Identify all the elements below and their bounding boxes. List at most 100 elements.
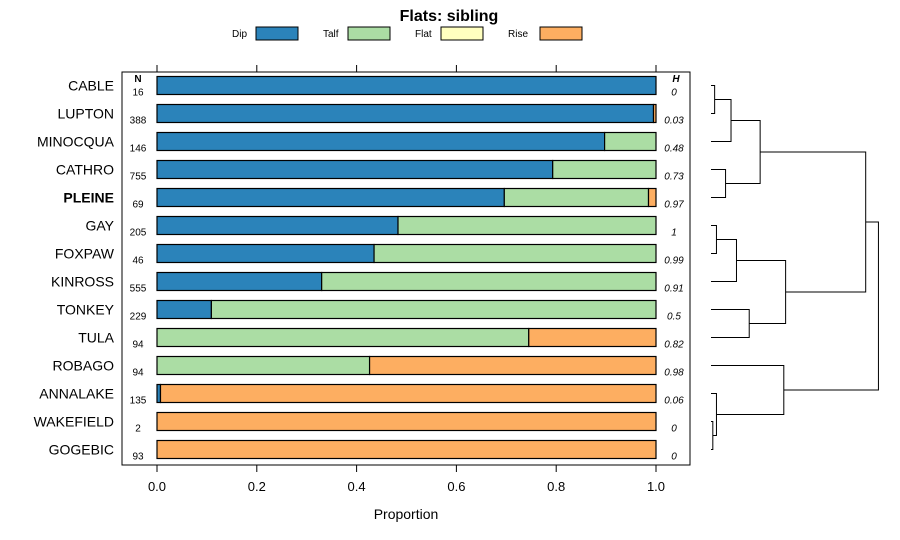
bars	[156, 75, 657, 460]
row-label-tonkey: TONKEY	[57, 302, 115, 318]
bar-minocqua-dip	[156, 131, 606, 152]
n-value-gay: 205	[130, 228, 147, 239]
dendrogram-link	[711, 421, 714, 450]
legend-label-dip: Dip	[232, 29, 247, 40]
h-value-minocqua: 0.48	[664, 144, 684, 155]
h-value-tonkey: 0.5	[667, 312, 681, 323]
legend-swatch-dip	[255, 26, 299, 41]
bar-pleine-rise	[647, 187, 657, 208]
dendrogram-link	[736, 260, 787, 324]
dendrogram-link	[711, 309, 750, 338]
bar-foxpaw-dip	[156, 243, 375, 264]
row-label-robago: ROBAGO	[53, 358, 115, 374]
x-tick-label-0.4: 0.4	[348, 479, 366, 494]
row-label-gay: GAY	[85, 218, 114, 234]
n-value-cathro: 755	[130, 172, 147, 183]
bar-robago-rise	[368, 355, 657, 376]
n-value-kinross: 555	[130, 284, 147, 295]
bar-gay-talf	[397, 215, 657, 236]
row-label-cathro: CATHRO	[56, 162, 114, 178]
row-label-lupton: LUPTON	[57, 106, 114, 122]
x-tick-label-1.0: 1.0	[647, 479, 665, 494]
dendrogram-link	[783, 221, 879, 391]
n-value-annalake: 135	[130, 396, 147, 407]
n-value-cable: 16	[132, 88, 144, 99]
bar-kinross-talf	[321, 271, 657, 292]
x-tick-label-0.2: 0.2	[248, 479, 266, 494]
n-value-wakefield: 2	[135, 424, 141, 435]
legend-label-rise: Rise	[508, 29, 528, 40]
h-column-header: H	[672, 74, 680, 85]
dendrogram-link	[711, 99, 732, 142]
h-value-kinross: 0.91	[664, 284, 683, 295]
n-value-lupton: 388	[130, 116, 147, 127]
dendrogram-link	[711, 365, 785, 415]
row-label-foxpaw: FOXPAW	[55, 246, 115, 262]
n-value-gogebic: 93	[132, 452, 144, 463]
row-label-annalake: ANNALAKE	[39, 386, 114, 402]
bar-annalake-rise	[159, 383, 657, 404]
bar-tula-rise	[528, 327, 657, 348]
bar-gogebic-rise	[156, 439, 657, 460]
row-label-kinross: KINROSS	[51, 274, 114, 290]
bar-lupton-dip	[156, 103, 655, 124]
legend-label-talf: Talf	[323, 29, 339, 40]
bar-gay-dip	[156, 215, 399, 236]
dendrogram-link	[760, 151, 867, 293]
h-value-cathro: 0.73	[664, 172, 684, 183]
row-label-pleine: PLEINE	[63, 190, 114, 206]
bar-tonkey-talf	[210, 299, 657, 320]
h-value-gay: 1	[671, 228, 677, 239]
bar-kinross-dip	[156, 271, 323, 292]
h-value-annalake: 0.06	[664, 396, 684, 407]
h-value-robago: 0.98	[664, 368, 684, 379]
row-label-wakefield: WAKEFIELD	[34, 414, 114, 430]
bar-cable-dip	[156, 75, 657, 96]
legend: Dip Talf Flat Rise	[232, 26, 583, 41]
x-tick-label-0.0: 0.0	[148, 479, 166, 494]
dendrogram	[711, 85, 879, 450]
x-tick-label-0.8: 0.8	[547, 479, 565, 494]
bar-robago-talf	[156, 355, 371, 376]
chart-title: Flats: sibling	[400, 8, 499, 25]
dendrogram-link	[711, 225, 717, 254]
x-axis-label: Proportion	[374, 506, 439, 522]
bar-cathro-talf	[552, 159, 657, 180]
bar-minocqua-talf	[604, 131, 657, 152]
n-column-header: N	[134, 74, 141, 85]
h-value-foxpaw: 0.99	[664, 256, 684, 267]
dendrogram-link	[711, 239, 737, 282]
row-label-cable: CABLE	[68, 78, 114, 94]
h-value-lupton: 0.03	[664, 116, 684, 127]
x-axis: 0.0 0.2 0.4 0.6 0.8 1.0	[148, 65, 665, 494]
bar-tonkey-dip	[156, 299, 212, 320]
plot-frame	[121, 71, 691, 466]
bar-tula-talf	[156, 327, 530, 348]
n-value-foxpaw: 46	[132, 256, 144, 267]
n-value-pleine: 69	[132, 200, 144, 211]
bar-wakefield-rise	[156, 411, 657, 432]
row-label-gogebic: GOGEBIC	[49, 442, 114, 458]
bar-cathro-dip	[156, 159, 554, 180]
h-value-pleine: 0.97	[664, 200, 684, 211]
bar-pleine-dip	[156, 187, 505, 208]
dendrogram-link	[711, 393, 717, 436]
legend-swatch-rise	[539, 26, 583, 41]
bar-lupton-rise	[652, 103, 657, 124]
bar-foxpaw-talf	[373, 243, 657, 264]
legend-swatch-talf	[347, 26, 391, 41]
bar-pleine-talf	[503, 187, 650, 208]
n-value-tula: 94	[132, 340, 144, 351]
n-value-minocqua: 146	[130, 144, 147, 155]
legend-label-flat: Flat	[415, 29, 432, 40]
n-value-tonkey: 229	[130, 312, 147, 323]
h-value-wakefield: 0	[671, 424, 677, 435]
row-label-tula: TULA	[78, 330, 114, 346]
h-value-cable: 0	[671, 88, 677, 99]
x-tick-label-0.6: 0.6	[447, 479, 465, 494]
dendrogram-link	[711, 85, 716, 114]
legend-swatch-flat	[440, 26, 484, 41]
dendrogram-link	[711, 169, 727, 198]
